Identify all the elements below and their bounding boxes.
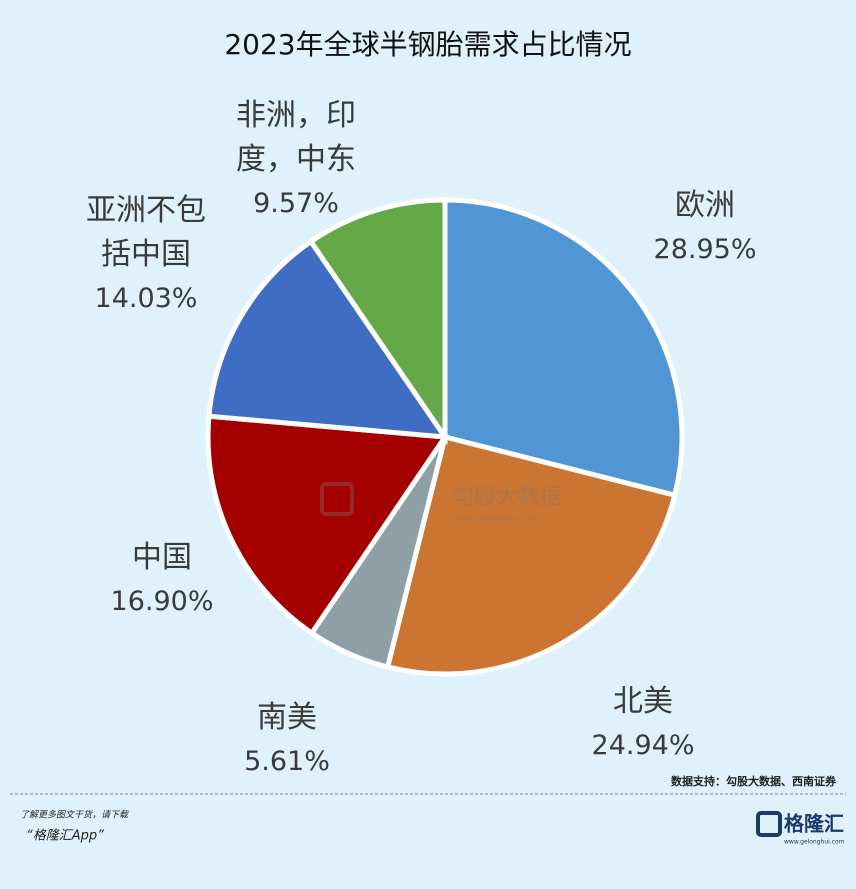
slice-label: 中国 16.90% [111,536,214,624]
category-label: 亚洲不包括中国 [86,193,206,272]
watermark: 勾股大数据 www.gogudata.com [320,482,562,524]
value-label: 24.94% [591,730,695,761]
logo-url: www.gelonghui.com [784,839,845,846]
pie-slice [442,197,685,499]
watermark-name: 勾股大数据 [452,485,562,510]
value-label: 28.95% [653,234,757,265]
watermark-url: www.gogudata.com [452,514,541,524]
logo-icon [756,811,782,837]
category-label: 欧洲 [674,188,735,223]
value-label: 5.61% [244,746,330,777]
value-label: 16.90% [110,586,214,617]
promo-text: 了解更多图文干货，请下载 [20,810,129,821]
value-label: 14.03% [94,283,198,314]
slice-label: 北美 24.94% [592,680,695,768]
pie-slice [206,238,451,440]
slice-label: 非洲，印度，中东 9.57% [228,94,364,226]
pie-slice [384,433,678,677]
watermark-icon [320,482,354,516]
category-label: 南美 [257,700,317,735]
slice-label: 欧洲 28.95% [654,184,757,272]
pie [205,197,685,677]
pie-slice [205,413,450,637]
slice-label: 亚洲不包括中国 14.03% [78,189,214,321]
logo-text: 格隆汇 [784,812,844,836]
category-label: 北美 [612,684,673,719]
pie-slice [307,197,448,446]
category-label: 中国 [131,540,192,575]
slice-label: 南美 5.61% [244,696,330,784]
app-name: “格隆汇App” [26,829,104,844]
source-note: 数据支持：勾股大数据、西南证券 [671,774,837,788]
value-label: 9.57% [253,188,339,219]
category-label: 非洲，印度，中东 [236,98,356,177]
chart-title: 2023年全球半钢胎需求占比情况 [224,28,631,61]
